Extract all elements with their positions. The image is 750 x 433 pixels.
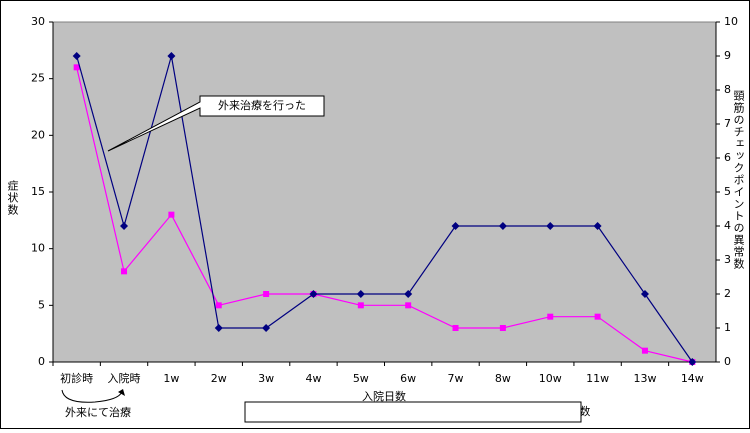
point <box>593 222 602 230</box>
x-tick-label: 13w <box>633 372 656 385</box>
point <box>168 211 175 218</box>
y2-tick-label: 7 <box>724 117 731 130</box>
x-tick-label: 入院時 <box>108 371 141 385</box>
x-tick-label: 10w <box>539 372 562 385</box>
point <box>641 347 648 354</box>
point <box>594 313 601 320</box>
y2-tick-label: 0 <box>724 355 731 368</box>
point <box>499 325 506 331</box>
x-tick-label: 11w <box>586 372 609 385</box>
x-tick-label: 1w <box>163 372 179 385</box>
y2-tick-label: 9 <box>724 49 731 62</box>
point <box>215 302 222 309</box>
annotation-text: 外来治療を行った <box>218 98 306 112</box>
y-tick-label: 30 <box>31 15 45 28</box>
x-tick-label: 7w <box>448 372 464 385</box>
point <box>72 52 81 60</box>
callout-box <box>107 95 325 152</box>
y2-tick-label: 6 <box>724 151 731 164</box>
x-axis-title: 入院日数 <box>362 389 406 403</box>
point <box>309 290 318 298</box>
point <box>498 222 507 230</box>
x-tick-label: 4w <box>305 372 321 385</box>
y-tick-label: 10 <box>31 242 45 255</box>
y2-tick-label: 8 <box>724 83 731 96</box>
y2-tick-label: 1 <box>724 321 731 334</box>
y2-tick-label: 4 <box>724 219 731 232</box>
y2-axis-title: 頸筋のチェックポイントの異常数 <box>732 90 745 270</box>
point <box>688 358 697 366</box>
x-tick-label: 8w <box>495 372 511 385</box>
point <box>263 291 270 297</box>
x-tick-label: 5w <box>353 372 369 385</box>
x-tick-label: 3w <box>258 372 274 385</box>
x-tick-label: 2w <box>211 372 227 385</box>
point <box>120 222 129 230</box>
note-arrowhead <box>118 389 125 396</box>
y-tick-label: 25 <box>31 72 45 85</box>
point <box>546 222 555 230</box>
point <box>121 268 128 275</box>
y-tick-label: 20 <box>31 128 45 141</box>
note-text: 外来にて治療 <box>65 405 131 419</box>
x-tick-label: 6w <box>400 372 416 385</box>
point <box>73 64 80 71</box>
point <box>547 313 554 320</box>
point <box>405 302 412 309</box>
y-axis-title: 症状数 <box>6 179 19 216</box>
series-line <box>76 55 693 363</box>
point <box>452 325 459 331</box>
point <box>404 290 413 298</box>
x-tick-label: 初診時 <box>60 371 93 385</box>
point <box>357 302 364 309</box>
y-tick-label: 0 <box>38 355 45 368</box>
x-tick-label: 14w <box>681 372 704 385</box>
y-tick-label: 15 <box>31 185 45 198</box>
y2-tick-label: 5 <box>724 185 731 198</box>
y2-tick-label: 10 <box>724 15 738 28</box>
point <box>356 290 365 298</box>
annotation: 外来治療を行った <box>107 95 325 152</box>
series-line <box>76 67 693 363</box>
point <box>640 290 649 298</box>
y2-tick-label: 3 <box>724 253 731 266</box>
point <box>262 324 271 332</box>
note-arrow <box>61 389 123 403</box>
y2-tick-label: 2 <box>724 287 731 300</box>
point <box>214 324 223 332</box>
point <box>451 222 460 230</box>
point <box>167 52 176 60</box>
legend <box>244 401 582 423</box>
y-tick-label: 5 <box>38 298 45 311</box>
plot-area <box>52 21 717 363</box>
